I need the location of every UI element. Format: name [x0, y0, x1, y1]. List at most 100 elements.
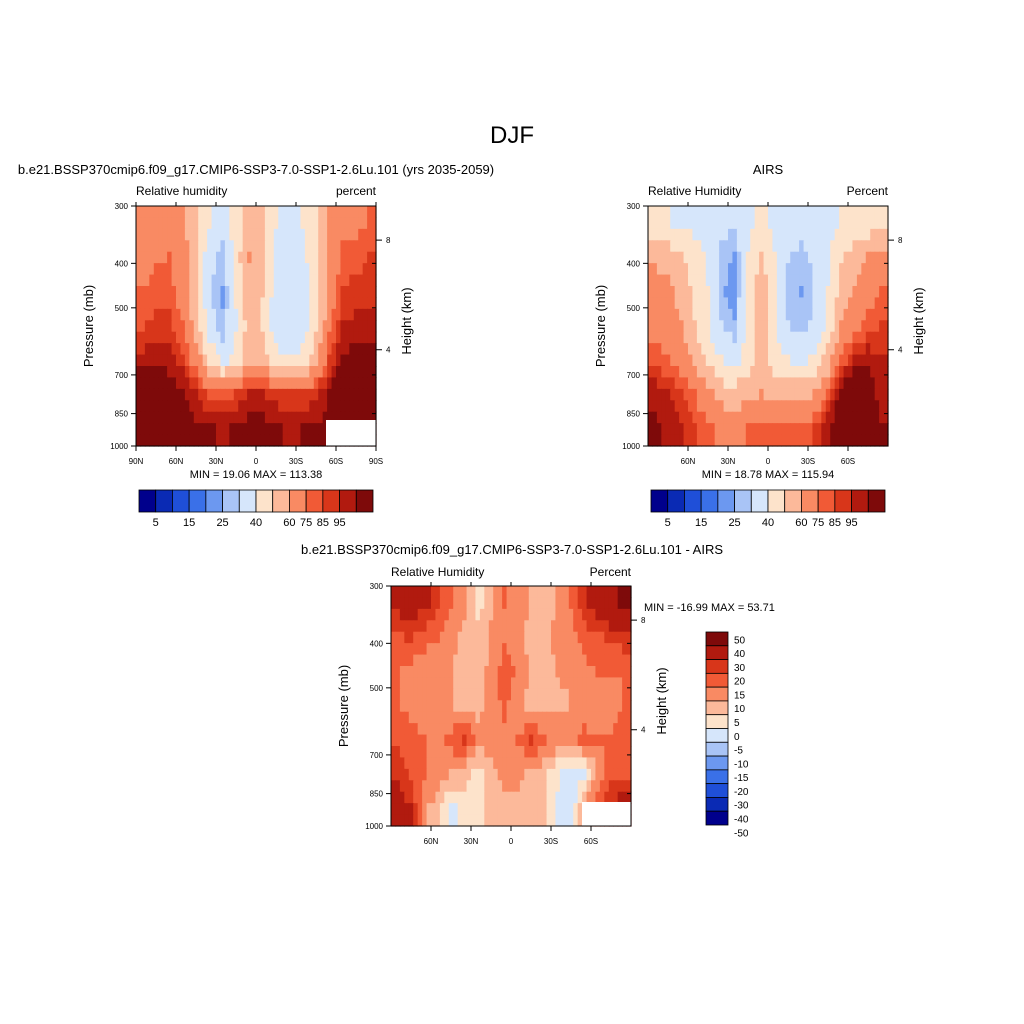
heatmap-cell — [852, 400, 858, 413]
heatmap-cell — [515, 597, 521, 610]
heatmap-cell — [790, 388, 796, 401]
colorbar-swatch — [705, 714, 729, 729]
heatmap-cell — [701, 274, 707, 287]
heatmap-cell — [287, 263, 293, 276]
heatmap-cell — [883, 411, 889, 424]
heatmap-cell — [502, 631, 508, 644]
heatmap-cell — [568, 768, 574, 781]
heatmap-cell — [417, 654, 423, 667]
heatmap-cell — [515, 711, 521, 724]
heatmap-cell — [759, 343, 765, 356]
heatmap-cell — [622, 757, 628, 770]
heatmap-cell — [144, 206, 150, 219]
heatmap-cell — [358, 343, 364, 356]
heatmap-cell — [874, 251, 880, 264]
heatmap-cell — [768, 377, 774, 390]
heatmap-cell — [269, 240, 275, 253]
x-tick-label: 60S — [584, 837, 598, 846]
heatmap-cell — [431, 711, 437, 724]
heatmap-cell — [834, 274, 840, 287]
heatmap-cell — [803, 411, 809, 424]
heatmap-cell — [861, 251, 867, 264]
heatmap-cell — [865, 423, 871, 436]
heatmap-cell — [471, 597, 477, 610]
heatmap-cell — [362, 274, 368, 287]
heatmap-cell — [371, 263, 377, 276]
heatmap-cell — [732, 331, 738, 344]
heatmap-cell — [692, 411, 698, 424]
heatmap-cell — [282, 331, 288, 344]
heatmap-cell — [511, 654, 517, 667]
heatmap-cell — [524, 620, 530, 633]
heatmap-cell — [848, 251, 854, 264]
heatmap-cell — [413, 723, 419, 736]
heatmap-cell — [626, 768, 632, 781]
heatmap-cell — [816, 434, 822, 447]
heatmap-cell — [622, 711, 628, 724]
heatmap-cell — [803, 308, 809, 321]
heatmap-cell — [701, 206, 707, 219]
heatmap-cell — [149, 331, 155, 344]
heatmap-cell — [242, 228, 248, 241]
heatmap-cell — [466, 586, 472, 599]
colorbar-label: 30 — [734, 663, 746, 674]
heatmap-cell — [710, 434, 716, 447]
heatmap-cell — [189, 240, 195, 253]
heatmap-cell — [144, 228, 150, 241]
heatmap-cell — [732, 320, 738, 333]
heatmap-cell — [559, 677, 565, 690]
heatmap-cell — [327, 251, 333, 264]
heatmap-cell — [264, 263, 270, 276]
heatmap-cell — [256, 308, 262, 321]
heatmap-cell — [551, 620, 557, 633]
heatmap-cell — [736, 263, 742, 276]
heatmap-cell — [816, 308, 822, 321]
heatmap-cell — [879, 251, 885, 264]
heatmap-cell — [162, 400, 168, 413]
heatmap-cell — [799, 263, 805, 276]
heatmap-cell — [435, 677, 441, 690]
heatmap-cell — [282, 320, 288, 333]
heatmap-cell — [732, 274, 738, 287]
heatmap-cell — [785, 320, 791, 333]
heatmap-cell — [670, 217, 676, 230]
heatmap-cell — [431, 620, 437, 633]
heatmap-cell — [318, 286, 324, 299]
heatmap-cell — [426, 688, 432, 701]
heatmap-cell — [768, 206, 774, 219]
heatmap-cell — [741, 251, 747, 264]
heatmap-cell — [144, 331, 150, 344]
heatmap-cell — [300, 240, 306, 253]
heatmap-cell — [652, 377, 658, 390]
heatmap-cell — [683, 240, 689, 253]
heatmap-cell — [229, 286, 235, 299]
heatmap-cell — [413, 631, 419, 644]
heatmap-cell — [692, 343, 698, 356]
colorbar-label: 60 — [283, 517, 295, 529]
heatmap-cell — [688, 366, 694, 379]
heatmap-cell — [688, 434, 694, 447]
heatmap-cell — [502, 814, 508, 827]
heatmap-cell — [488, 631, 494, 644]
heatmap-cell — [870, 297, 876, 310]
heatmap-cell — [665, 400, 671, 413]
heatmap-cell — [358, 320, 364, 333]
heatmap-cell — [533, 654, 539, 667]
heatmap-cell — [444, 746, 450, 759]
heatmap-cell — [665, 366, 671, 379]
heatmap-cell — [604, 723, 610, 736]
heatmap-cell — [497, 643, 503, 656]
heatmap-cell — [391, 586, 397, 599]
heatmap-cell — [167, 354, 173, 367]
heatmap-cell — [171, 308, 177, 321]
heatmap-cell — [582, 597, 588, 610]
heatmap-cell — [741, 354, 747, 367]
heatmap-cell — [340, 400, 346, 413]
heatmap-cell — [785, 274, 791, 287]
heatmap-cell — [140, 206, 146, 219]
heatmap-cell — [189, 308, 195, 321]
heatmap-cell — [599, 654, 605, 667]
heatmap-cell — [656, 217, 662, 230]
heatmap-cell — [533, 803, 539, 816]
heatmap-cell — [207, 308, 213, 321]
